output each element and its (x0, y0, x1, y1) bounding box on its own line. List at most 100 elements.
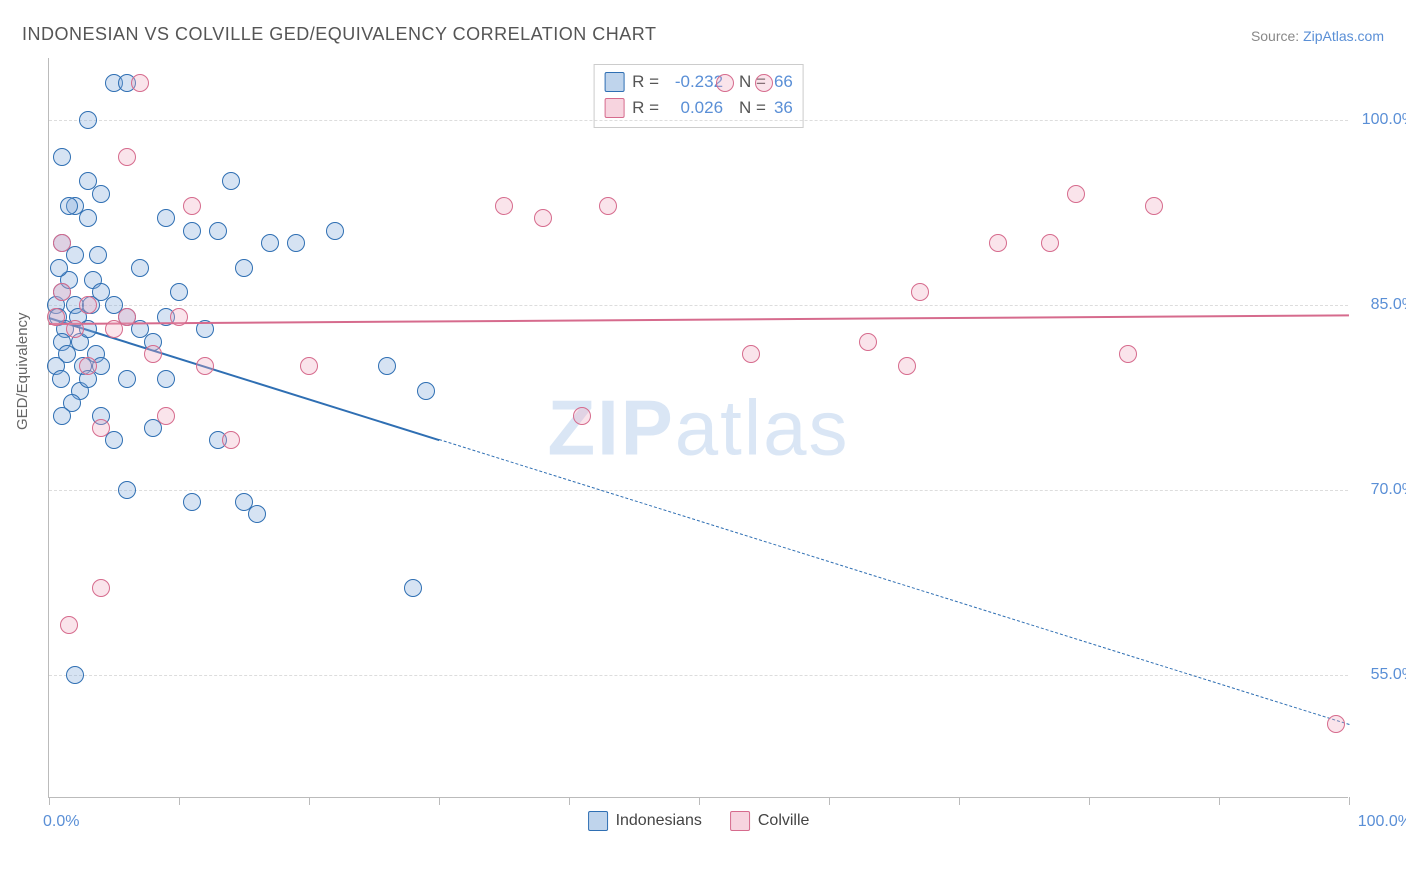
data-point-indonesians (157, 209, 175, 227)
source-attribution: Source: ZipAtlas.com (1251, 28, 1384, 44)
data-point-colville (898, 357, 916, 375)
data-point-colville (911, 283, 929, 301)
data-point-colville (1327, 715, 1345, 733)
legend-label: Indonesians (616, 812, 702, 830)
data-point-colville (222, 431, 240, 449)
data-point-indonesians (235, 259, 253, 277)
gridline-h (49, 675, 1348, 676)
x-tick (1089, 797, 1090, 805)
legend-item-colville: Colville (730, 811, 810, 831)
y-axis-label: GED/Equivalency (14, 312, 31, 430)
data-point-colville (118, 148, 136, 166)
legend-swatch-indonesians (588, 811, 608, 831)
data-point-indonesians (60, 197, 78, 215)
r-value: 0.026 (667, 95, 723, 121)
data-point-indonesians (183, 493, 201, 511)
data-point-colville (1041, 234, 1059, 252)
data-point-indonesians (79, 111, 97, 129)
correlation-stats-box: R =-0.232N =66R =0.026N =36 (593, 64, 804, 128)
data-point-indonesians (79, 209, 97, 227)
data-point-colville (118, 308, 136, 326)
x-axis-max-label: 100.0% (1358, 813, 1406, 831)
source-label: Source: (1251, 28, 1299, 44)
x-tick (439, 797, 440, 805)
data-point-colville (53, 234, 71, 252)
data-point-colville (755, 74, 773, 92)
data-point-colville (183, 197, 201, 215)
x-tick (699, 797, 700, 805)
watermark-light: atlas (675, 383, 850, 471)
data-point-indonesians (326, 222, 344, 240)
x-tick (569, 797, 570, 805)
data-point-colville (92, 419, 110, 437)
data-point-colville (742, 345, 760, 363)
data-point-colville (79, 357, 97, 375)
swatch-indonesians (604, 72, 624, 92)
data-point-indonesians (89, 246, 107, 264)
data-point-indonesians (131, 259, 149, 277)
data-point-indonesians (183, 222, 201, 240)
data-point-indonesians (170, 283, 188, 301)
data-point-indonesians (118, 481, 136, 499)
data-point-colville (131, 74, 149, 92)
data-point-colville (716, 74, 734, 92)
data-point-colville (599, 197, 617, 215)
data-point-indonesians (52, 370, 70, 388)
x-tick (179, 797, 180, 805)
data-point-indonesians (157, 370, 175, 388)
x-tick (1349, 797, 1350, 805)
data-point-colville (196, 357, 214, 375)
data-point-colville (53, 283, 71, 301)
data-point-colville (534, 209, 552, 227)
x-tick (49, 797, 50, 805)
watermark-text: ZIPatlas (547, 382, 849, 473)
data-point-indonesians (404, 579, 422, 597)
data-point-colville (300, 357, 318, 375)
data-point-indonesians (222, 172, 240, 190)
data-point-indonesians (417, 382, 435, 400)
x-tick (1219, 797, 1220, 805)
data-point-colville (66, 320, 84, 338)
data-point-colville (1145, 197, 1163, 215)
gridline-h (49, 305, 1348, 306)
data-point-indonesians (248, 505, 266, 523)
data-point-colville (144, 345, 162, 363)
x-axis-min-label: 0.0% (43, 813, 79, 831)
chart-title: INDONESIAN VS COLVILLE GED/EQUIVALENCY C… (22, 24, 656, 45)
data-point-indonesians (79, 172, 97, 190)
data-point-colville (60, 616, 78, 634)
n-label: N = (739, 95, 766, 121)
x-tick (959, 797, 960, 805)
data-point-colville (1119, 345, 1137, 363)
data-point-indonesians (118, 370, 136, 388)
n-value: 66 (774, 69, 793, 95)
r-value: -0.232 (667, 69, 723, 95)
legend-swatch-colville (730, 811, 750, 831)
data-point-indonesians (261, 234, 279, 252)
legend-item-indonesians: Indonesians (588, 811, 702, 831)
r-label: R = (632, 95, 659, 121)
gridline-h (49, 490, 1348, 491)
data-point-indonesians (287, 234, 305, 252)
data-point-colville (79, 296, 97, 314)
data-point-colville (495, 197, 513, 215)
data-point-indonesians (53, 148, 71, 166)
data-point-indonesians (50, 259, 68, 277)
data-point-colville (1067, 185, 1085, 203)
y-tick-label: 55.0% (1356, 666, 1406, 684)
data-point-indonesians (378, 357, 396, 375)
data-point-colville (989, 234, 1007, 252)
watermark-bold: ZIP (547, 383, 674, 471)
data-point-colville (859, 333, 877, 351)
data-point-colville (157, 407, 175, 425)
data-point-indonesians (53, 407, 71, 425)
data-point-colville (170, 308, 188, 326)
series-legend: Indonesians Colville (588, 811, 810, 831)
y-tick-label: 100.0% (1356, 111, 1406, 129)
data-point-indonesians (66, 666, 84, 684)
scatter-plot-area: ZIPatlas R =-0.232N =66R =0.026N =36 Ind… (48, 58, 1348, 798)
source-value: ZipAtlas.com (1303, 28, 1384, 44)
gridline-h (49, 120, 1348, 121)
x-tick (309, 797, 310, 805)
data-point-colville (47, 308, 65, 326)
